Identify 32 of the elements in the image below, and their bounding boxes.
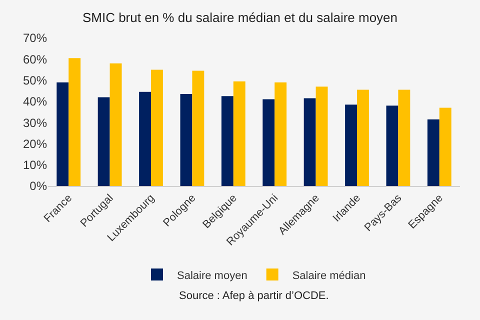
y-tick-label: 50% xyxy=(22,73,48,88)
y-tick-label: 70% xyxy=(22,31,48,46)
y-tick-label: 30% xyxy=(22,116,48,130)
bar xyxy=(274,82,287,186)
y-tick-label: 20% xyxy=(22,136,48,151)
bar xyxy=(56,82,69,186)
bar xyxy=(98,97,110,186)
bar xyxy=(427,119,440,186)
bar xyxy=(357,90,369,186)
bar xyxy=(221,96,234,186)
bar xyxy=(262,99,275,186)
bar xyxy=(304,98,316,186)
bar xyxy=(233,81,246,186)
y-tick-label: 40% xyxy=(22,94,48,109)
bar xyxy=(398,90,410,186)
bar xyxy=(386,106,398,186)
bar xyxy=(316,86,328,186)
bar xyxy=(439,108,452,186)
bar xyxy=(110,63,122,186)
y-tick-label: 60% xyxy=(22,52,48,66)
y-tick-label: 0% xyxy=(30,179,48,194)
y-tick-label: 10% xyxy=(22,158,48,172)
bar xyxy=(68,58,81,186)
legend-label: Salaire médian xyxy=(292,270,366,282)
bar xyxy=(192,70,204,186)
legend-label: Salaire moyen xyxy=(177,270,248,282)
bar xyxy=(151,70,163,186)
source-note: Source : Afep à partir d’OCDE. xyxy=(179,290,329,302)
bar xyxy=(180,94,192,186)
chart-title: SMIC brut en % du salaire médian et du salaire moyen xyxy=(82,10,398,25)
bar xyxy=(139,92,151,186)
bar xyxy=(345,104,357,186)
